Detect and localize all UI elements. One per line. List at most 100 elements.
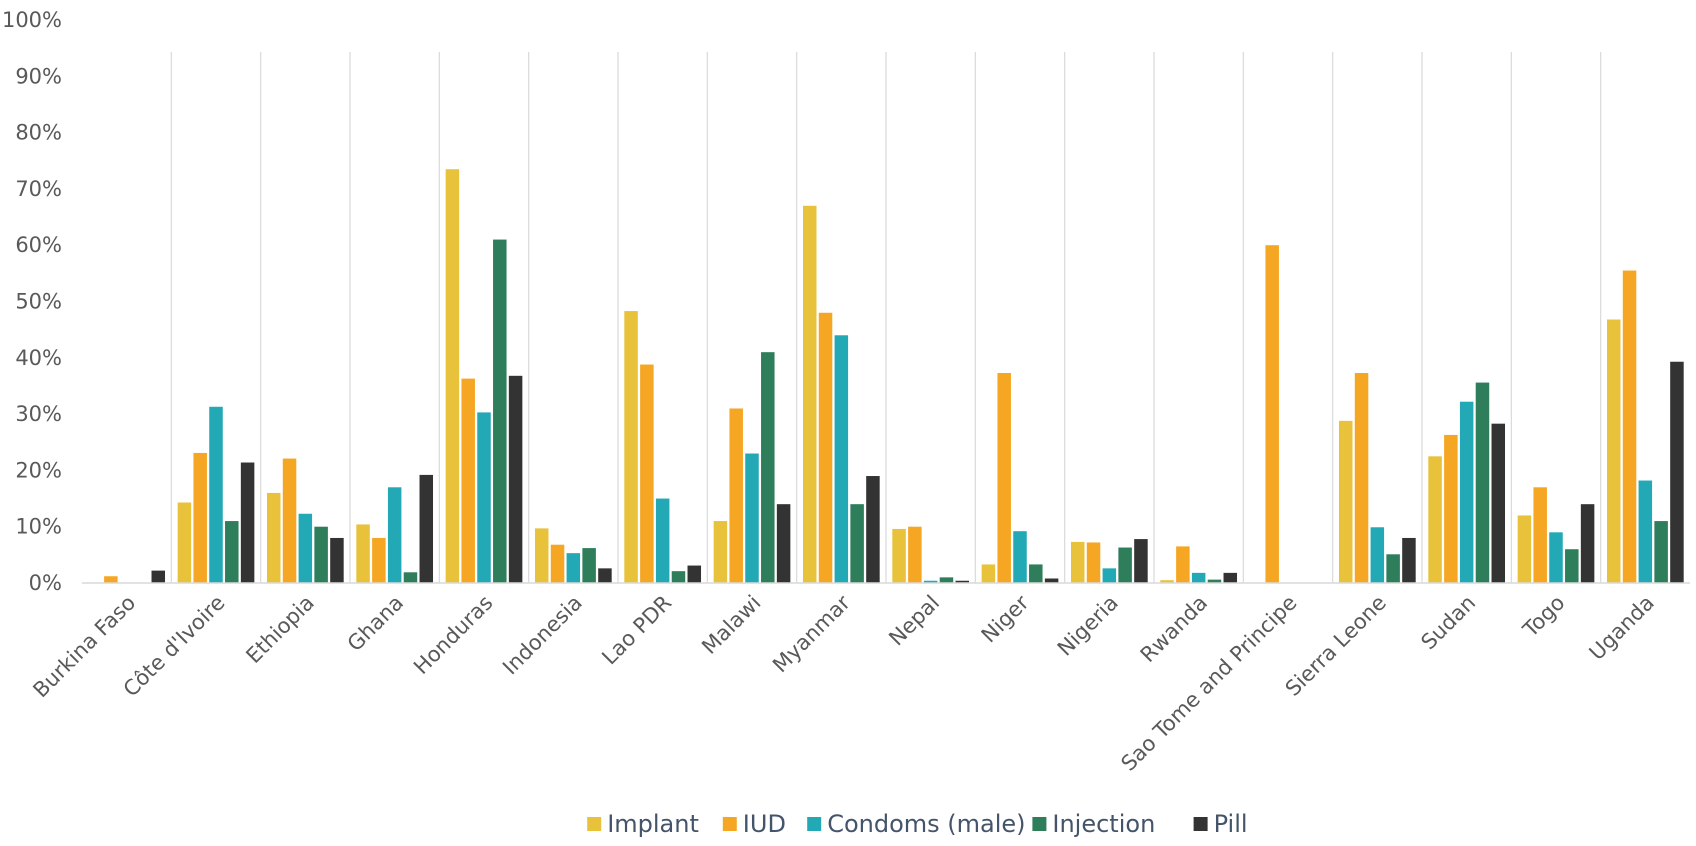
legend-label: Pill [1214, 810, 1248, 838]
bar [1013, 531, 1027, 583]
bar [356, 524, 370, 583]
bar [624, 311, 638, 583]
legend: Implant IUD Condoms (male) Injection Pill [587, 810, 1247, 838]
bar [982, 564, 996, 583]
bar [729, 408, 743, 583]
y-tick-label: 50% [15, 290, 62, 314]
bar [1118, 548, 1132, 583]
bar [1371, 527, 1385, 583]
legend-item: Pill [1194, 810, 1248, 838]
x-category-label: Indonesia [498, 591, 587, 680]
bar [535, 528, 549, 583]
bar [567, 553, 581, 583]
bar [225, 521, 239, 583]
x-category-label: Uganda [1585, 591, 1659, 665]
bar [850, 504, 864, 583]
x-category-label: Rwanda [1136, 591, 1212, 667]
bar [1639, 481, 1653, 583]
bar [193, 453, 207, 583]
bar [461, 379, 475, 583]
bar [1460, 402, 1474, 583]
bar [1533, 487, 1547, 583]
bar [1402, 538, 1416, 583]
bar [819, 313, 833, 583]
bar [640, 365, 654, 583]
y-tick-label: 40% [15, 346, 62, 370]
bar [241, 463, 255, 583]
bar [330, 538, 344, 583]
x-category-label: Nepal [884, 591, 944, 651]
bar [420, 475, 434, 583]
bar [761, 352, 775, 583]
legend-label: Injection [1052, 810, 1155, 838]
x-category-label: Myanmar [768, 590, 855, 677]
y-tick-label: 70% [15, 177, 62, 201]
legend-swatch [587, 817, 601, 831]
x-category-label: Togo [1518, 591, 1570, 643]
bar [493, 240, 507, 583]
bar [1029, 564, 1043, 583]
legend-item: Injection [1032, 810, 1155, 838]
bar [582, 548, 596, 583]
legend-label: IUD [743, 810, 786, 838]
bar [1339, 421, 1353, 583]
bar [551, 545, 565, 583]
x-category-label: Lao PDR [597, 591, 676, 670]
bar [299, 514, 313, 583]
bar [1565, 549, 1579, 583]
bar [1476, 383, 1490, 583]
bar [1518, 515, 1532, 583]
y-tick-label: 20% [15, 458, 62, 482]
bar [1176, 546, 1190, 583]
bar [178, 502, 192, 583]
bar [688, 566, 702, 583]
bar [314, 527, 328, 583]
y-tick-label: 100% [2, 8, 62, 32]
x-category-label: Niger [977, 590, 1034, 647]
bar [1192, 573, 1206, 583]
x-category-label: Ghana [343, 591, 409, 657]
legend-item: IUD [723, 810, 786, 838]
y-tick-label: 60% [15, 233, 62, 257]
x-category-label: Nigeria [1053, 591, 1123, 661]
bar [1549, 532, 1563, 583]
bars [104, 169, 1684, 583]
y-tick-label: 90% [15, 64, 62, 88]
bar [908, 527, 922, 583]
legend-item: Implant [587, 810, 699, 838]
x-category-label: Sao Tome and Principe [1116, 591, 1301, 776]
bar [1623, 271, 1637, 583]
bar [1265, 245, 1279, 583]
bar [1224, 573, 1238, 583]
x-category-label: Honduras [409, 591, 497, 679]
bar [1444, 435, 1458, 583]
bar [152, 571, 166, 583]
bar [446, 169, 460, 583]
bar [1355, 373, 1369, 583]
bar [835, 335, 849, 583]
y-tick-label: 80% [15, 121, 62, 145]
legend-label: Condoms (male) [827, 810, 1025, 838]
bar [940, 577, 954, 583]
bar [1428, 456, 1442, 583]
bar [892, 529, 906, 583]
bar [803, 206, 817, 583]
bar [656, 499, 670, 583]
bar [1654, 521, 1668, 583]
bar [404, 572, 418, 583]
bar [866, 476, 880, 583]
bar [267, 493, 281, 583]
legend-label: Implant [607, 810, 699, 838]
bar [1581, 504, 1595, 583]
bar [777, 504, 791, 583]
bar [388, 487, 402, 583]
x-category-label: Sudan [1416, 591, 1480, 655]
bar [1386, 554, 1400, 583]
bar [1103, 568, 1117, 583]
bar [104, 576, 118, 583]
bar [598, 568, 612, 583]
legend-item: Condoms (male) [807, 810, 1025, 838]
bar [372, 538, 386, 583]
